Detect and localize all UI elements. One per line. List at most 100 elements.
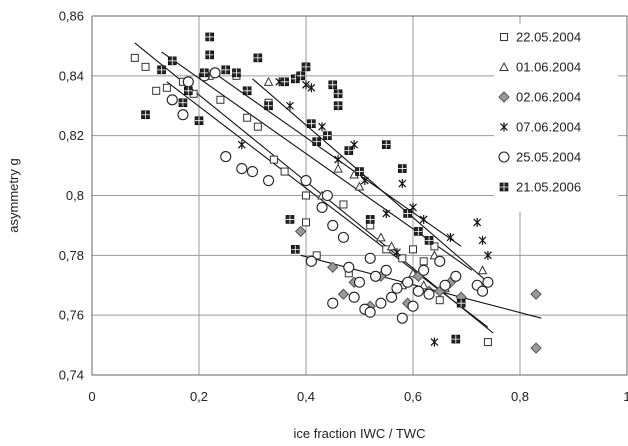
data-point-cross	[264, 101, 273, 110]
x-tick-label: 0,4	[297, 389, 315, 404]
data-point	[162, 83, 171, 92]
data-point	[337, 231, 350, 243]
data-point	[482, 276, 494, 288]
legend-entry: 25.05.2004	[498, 150, 581, 165]
data-point-cross	[280, 77, 289, 86]
data-point-cross	[291, 245, 300, 254]
y-axis-label: asymmetry g	[6, 158, 21, 232]
data-point-cross	[205, 32, 214, 41]
data-point	[473, 217, 482, 227]
data-point-cross	[398, 164, 407, 173]
data-point-cross	[195, 116, 203, 125]
y-tick-label: 0,78	[59, 248, 84, 263]
y-tick-label: 0,8	[66, 188, 84, 203]
data-point	[364, 306, 376, 318]
legend-label: 21.05.2006	[516, 180, 581, 195]
data-point	[302, 80, 310, 90]
data-point	[166, 94, 178, 106]
data-point	[476, 285, 489, 297]
data-point-cross	[366, 215, 375, 224]
y-tick-labels: 0,74 0,76 0,78 0,8 0,82 0,84 0,86	[59, 9, 84, 383]
data-point	[364, 252, 376, 264]
data-point	[398, 254, 407, 263]
data-point	[177, 109, 189, 121]
data-point-cross	[221, 65, 230, 74]
data-point	[263, 76, 274, 86]
data-point	[483, 338, 492, 347]
data-point-cross	[141, 110, 150, 119]
data-point	[269, 155, 278, 164]
data-point	[262, 174, 275, 187]
data-point	[318, 122, 326, 132]
data-point	[430, 337, 439, 347]
legend-entry: 01.06.2004	[499, 60, 581, 75]
y-tick-label: 0,76	[59, 308, 84, 323]
data-point	[236, 163, 248, 175]
data-point	[402, 276, 414, 288]
data-point-cross	[403, 209, 412, 218]
legend-entry: 21.05.2006	[499, 180, 581, 195]
x-axis-label: ice fraction IWC / TWC	[294, 426, 426, 441]
series-21.05.2006	[141, 32, 466, 344]
data-point	[348, 291, 360, 303]
data-point	[376, 232, 386, 242]
data-point	[141, 62, 150, 71]
data-point	[391, 282, 403, 294]
data-point	[302, 191, 310, 200]
data-point	[130, 53, 139, 62]
data-point	[343, 261, 355, 273]
data-point	[396, 312, 408, 324]
data-point	[321, 189, 333, 202]
data-point	[386, 241, 397, 251]
data-point-cross	[302, 62, 310, 71]
data-point	[435, 296, 444, 305]
data-point	[382, 208, 391, 218]
data-point-cross	[307, 119, 316, 128]
x-tick-label: 0	[88, 389, 95, 404]
data-point	[478, 235, 487, 245]
data-point-cross	[425, 236, 434, 245]
legend-label: 07.06.2004	[516, 120, 581, 135]
data-point	[418, 264, 430, 276]
legend-entry: 02.06.2004	[498, 90, 581, 105]
x-tick-label: 0,8	[511, 389, 529, 404]
data-point	[333, 163, 343, 173]
data-point	[419, 257, 428, 266]
legend-entry: 22.05.2004	[500, 30, 581, 45]
data-point-cross	[178, 98, 187, 107]
data-point-cross	[296, 71, 305, 80]
trend-line	[209, 69, 462, 247]
data-point	[280, 167, 289, 176]
legend-background	[494, 24, 618, 212]
data-point	[498, 91, 510, 103]
data-point	[327, 261, 339, 274]
data-point	[243, 113, 252, 122]
legend-label: 02.06.2004	[516, 90, 581, 105]
data-point	[360, 176, 369, 186]
data-point	[209, 67, 221, 79]
data-point-cross	[334, 89, 343, 98]
data-point-cross	[334, 101, 343, 110]
data-point	[353, 276, 366, 288]
data-point	[477, 265, 488, 275]
y-tick-label: 0,86	[59, 9, 84, 24]
data-point-cross	[500, 183, 508, 191]
data-point	[220, 151, 232, 163]
data-point	[316, 201, 328, 214]
y-tick-label: 0,82	[59, 128, 84, 143]
data-point-cross	[328, 80, 337, 89]
data-point	[305, 255, 317, 267]
data-point	[327, 219, 339, 231]
data-point	[430, 242, 439, 251]
data-point	[530, 288, 542, 300]
data-point	[380, 264, 392, 276]
series-22.05.2004	[130, 53, 492, 347]
data-point-cross	[243, 86, 252, 95]
data-point	[337, 288, 350, 300]
data-point	[386, 291, 398, 303]
data-point	[499, 61, 509, 71]
data-point	[152, 86, 161, 95]
data-point	[450, 270, 462, 282]
data-point	[412, 285, 424, 297]
